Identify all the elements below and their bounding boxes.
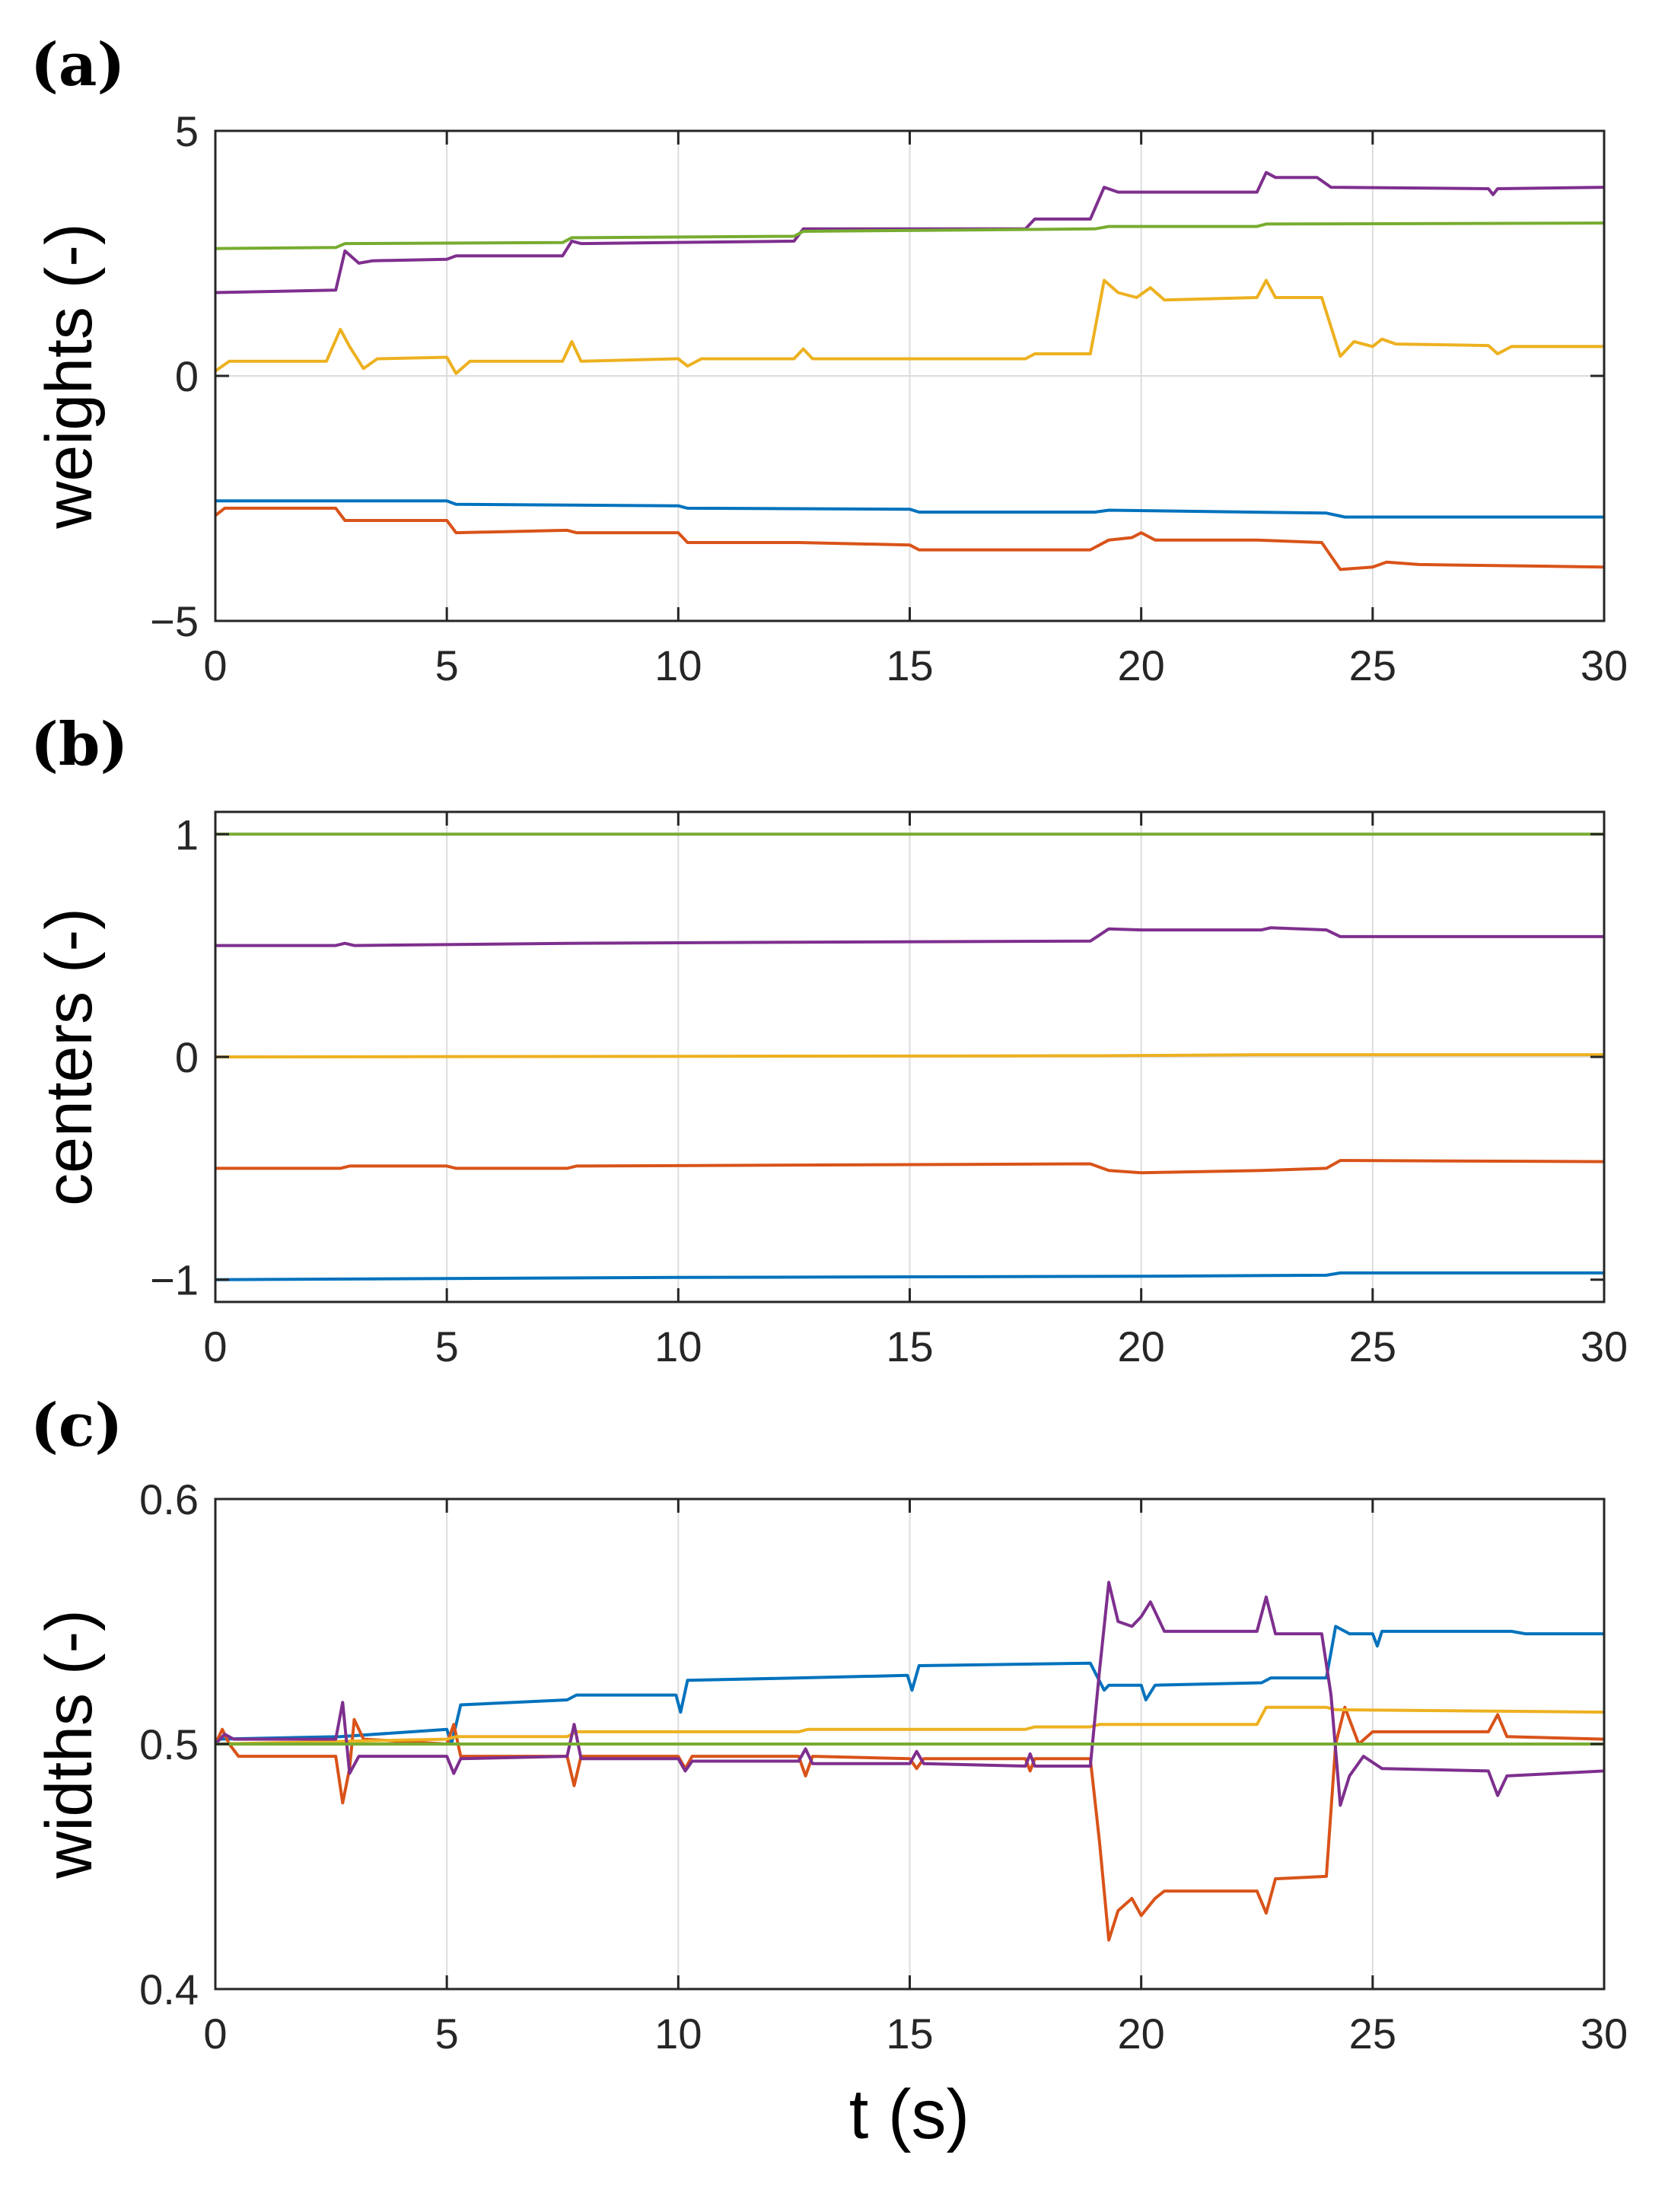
panel-b-series-orange xyxy=(215,1159,1605,1175)
panel-b-xtick-label: 0 xyxy=(203,1322,227,1370)
panel-a-xtick-label: 15 xyxy=(886,641,933,689)
panel-b-ylabel: centers (-) xyxy=(33,908,106,1206)
x-axis-label: t (s) xyxy=(849,2076,969,2153)
panel-b-series-yellow xyxy=(215,1053,1604,1058)
panel-c-xtick-label: 15 xyxy=(886,2010,933,2058)
panel-c-xtick-label: 10 xyxy=(654,2010,702,2058)
panel-a-label: (a) xyxy=(30,30,125,100)
panel-c-xtick-label: 30 xyxy=(1581,2010,1628,2058)
panel-c-ytick-label: 0.6 xyxy=(139,1475,199,1523)
panel-a-xtick-label: 0 xyxy=(203,641,227,689)
panel-a-series-orange xyxy=(214,506,1605,571)
panel-b-xtick-label: 20 xyxy=(1118,1322,1165,1370)
panel-c-xtick-label: 0 xyxy=(203,2010,227,2058)
panel-b-ticks: 0 5 10 15 20 25 30−101 xyxy=(150,810,1628,1370)
panel-c-ylabel: widths (-) xyxy=(33,1609,106,1879)
panel-b-xtick-label: 5 xyxy=(435,1322,459,1370)
panel-a-ticks: 0 5 10 15 20 25 30−505 xyxy=(150,107,1628,689)
panel-c-series-blue xyxy=(215,1625,1604,1746)
panel-b-ytick-label: 1 xyxy=(175,810,199,858)
panel-a-series-green xyxy=(215,221,1605,250)
panel-b-series-purple xyxy=(215,926,1604,947)
panel-c-ytick-label: 0.5 xyxy=(139,1720,199,1768)
panel-a-ytick-label: −5 xyxy=(150,597,199,645)
panel-a-series-purple xyxy=(215,170,1605,294)
panel-widths: (c) 0 5 10 15 20 25 30 0.4 0.5 0.6 widths (-) xyxy=(30,1391,1628,2058)
panel-c-ytick-label: 0.4 xyxy=(139,1965,199,2013)
panel-a-ytick-label: 0 xyxy=(175,352,199,400)
panel-b-xtick-label: 30 xyxy=(1581,1322,1628,1370)
panel-a-xtick-label: 30 xyxy=(1581,641,1628,689)
panel-a-ylabel: weights (-) xyxy=(33,223,106,529)
panel-a-grid xyxy=(215,131,1604,621)
panel-a-xtick-label: 20 xyxy=(1118,641,1165,689)
panel-c-series-orange xyxy=(214,1705,1605,1942)
panel-b-series xyxy=(215,832,1605,1281)
panel-c-ticks: 0 5 10 15 20 25 30 0.4 0.5 0.6 xyxy=(139,1475,1628,2058)
panel-a-series-yellow xyxy=(214,278,1604,375)
panel-a-ytick-label: 5 xyxy=(175,107,199,155)
panel-c-xtick-label: 25 xyxy=(1349,2010,1396,2058)
panel-c-xtick-label: 5 xyxy=(435,2010,459,2058)
panel-c-series-purple xyxy=(214,1580,1605,1807)
panel-b-xtick-label: 25 xyxy=(1349,1322,1396,1370)
panel-c-series xyxy=(214,1580,1605,1942)
panel-a-series xyxy=(214,170,1605,571)
panel-a-xtick-label: 10 xyxy=(654,641,702,689)
panel-b-series-blue xyxy=(215,1271,1604,1281)
panel-b-ytick-label: −1 xyxy=(150,1256,199,1304)
panel-c-xtick-label: 20 xyxy=(1118,2010,1165,2058)
panel-b-label: (b) xyxy=(30,710,128,779)
panel-b-xtick-label: 15 xyxy=(886,1322,933,1370)
panel-c-series-yellow xyxy=(215,1705,1605,1746)
panel-centers: (b) 0 5 10 15 20 25 30−101 centers (-) xyxy=(30,710,1628,1370)
panel-a-series-blue xyxy=(215,499,1604,519)
panel-a-xtick-label: 25 xyxy=(1349,641,1396,689)
panel-c-label: (c) xyxy=(30,1391,123,1460)
panel-weights: (a) 0 5 10 15 20 25 30−505 weights (-) xyxy=(30,30,1628,689)
panel-a-xtick-label: 5 xyxy=(435,641,459,689)
panel-b-ytick-label: 0 xyxy=(175,1033,199,1081)
panel-b-xtick-label: 10 xyxy=(654,1322,702,1370)
